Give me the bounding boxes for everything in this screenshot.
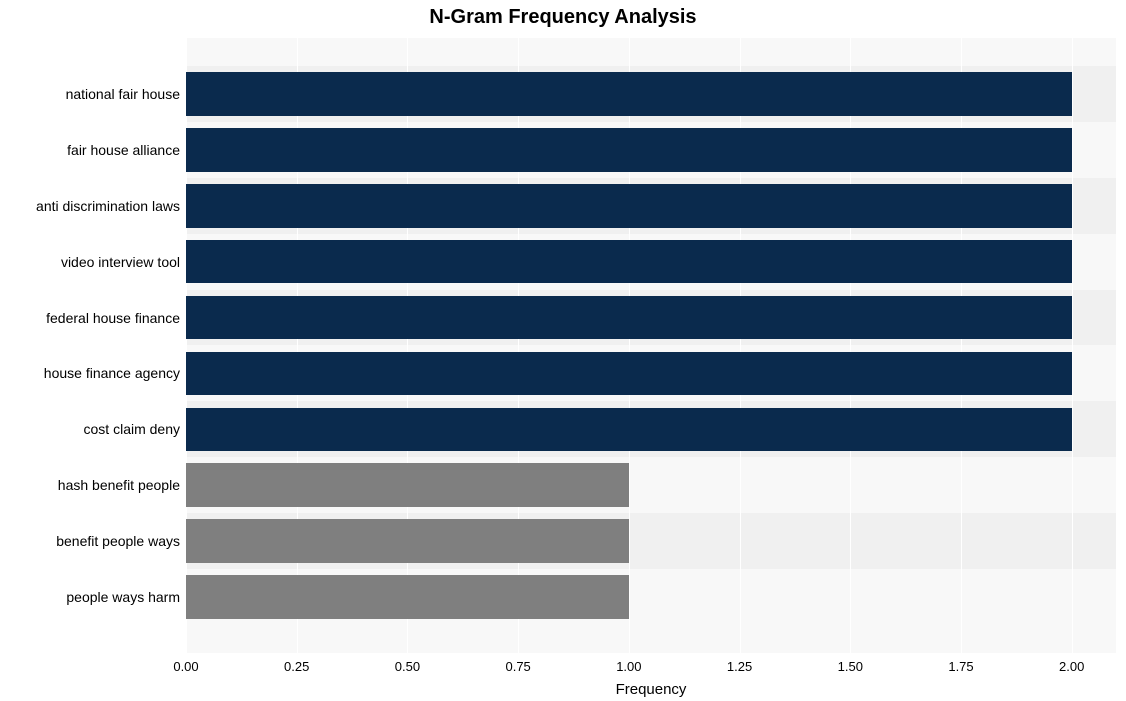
x-tick-label: 1.00 — [616, 659, 641, 674]
bar — [186, 352, 1072, 396]
x-tick-label: 0.50 — [395, 659, 420, 674]
y-category-label: anti discrimination laws — [36, 198, 180, 214]
y-category-label: house finance agency — [44, 365, 180, 381]
x-tick-label: 1.50 — [838, 659, 863, 674]
bar — [186, 184, 1072, 228]
y-category-label: hash benefit people — [58, 477, 180, 493]
x-axis-label: Frequency — [616, 681, 687, 698]
x-tick-label: 2.00 — [1059, 659, 1084, 674]
x-tick-label: 1.75 — [948, 659, 973, 674]
y-category-label: benefit people ways — [56, 533, 180, 549]
chart-title: N-Gram Frequency Analysis — [0, 6, 1126, 29]
bar — [186, 463, 629, 507]
bar — [186, 408, 1072, 452]
y-category-label: video interview tool — [61, 254, 180, 270]
bar — [186, 296, 1072, 340]
y-category-label: federal house finance — [46, 310, 180, 326]
plot-area — [186, 38, 1116, 653]
y-category-label: cost claim deny — [84, 421, 180, 437]
y-category-label: fair house alliance — [67, 142, 180, 158]
bar — [186, 72, 1072, 116]
ngram-frequency-chart: N-Gram Frequency Analysis Frequency 0.00… — [0, 0, 1126, 701]
bar — [186, 519, 629, 563]
x-tick-label: 0.25 — [284, 659, 309, 674]
y-category-label: people ways harm — [66, 589, 180, 605]
x-gridline — [1072, 38, 1073, 653]
bar — [186, 575, 629, 619]
x-tick-label: 1.25 — [727, 659, 752, 674]
x-tick-label: 0.75 — [505, 659, 530, 674]
bar — [186, 128, 1072, 172]
x-tick-label: 0.00 — [173, 659, 198, 674]
y-category-label: national fair house — [66, 86, 180, 102]
bar — [186, 240, 1072, 284]
